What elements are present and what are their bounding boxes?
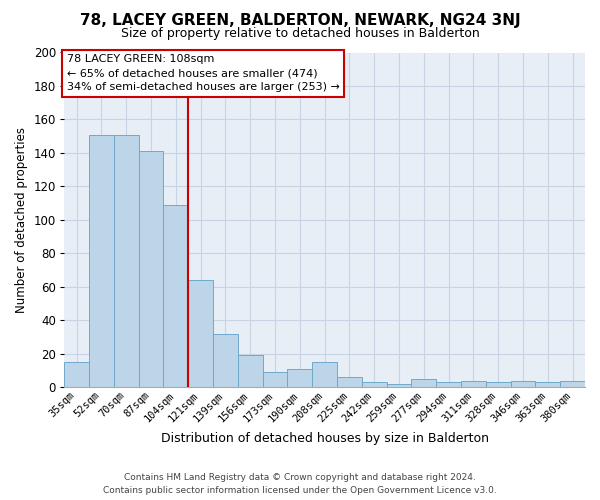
Bar	[163, 205, 188, 388]
Bar	[337, 378, 362, 388]
Bar	[213, 334, 238, 388]
Bar	[263, 372, 287, 388]
Bar	[535, 382, 560, 388]
Bar	[114, 134, 139, 388]
X-axis label: Distribution of detached houses by size in Balderton: Distribution of detached houses by size …	[161, 432, 488, 445]
Bar	[238, 356, 263, 388]
Bar	[362, 382, 386, 388]
Bar	[188, 280, 213, 388]
Text: 78 LACEY GREEN: 108sqm
← 65% of detached houses are smaller (474)
34% of semi-de: 78 LACEY GREEN: 108sqm ← 65% of detached…	[67, 54, 340, 92]
Y-axis label: Number of detached properties: Number of detached properties	[15, 127, 28, 313]
Bar	[312, 362, 337, 388]
Bar	[89, 134, 114, 388]
Text: Size of property relative to detached houses in Balderton: Size of property relative to detached ho…	[121, 28, 479, 40]
Bar	[412, 379, 436, 388]
Bar	[64, 362, 89, 388]
Bar	[436, 382, 461, 388]
Bar	[461, 380, 486, 388]
Text: 78, LACEY GREEN, BALDERTON, NEWARK, NG24 3NJ: 78, LACEY GREEN, BALDERTON, NEWARK, NG24…	[80, 12, 520, 28]
Text: Contains HM Land Registry data © Crown copyright and database right 2024.
Contai: Contains HM Land Registry data © Crown c…	[103, 473, 497, 495]
Bar	[486, 382, 511, 388]
Bar	[511, 380, 535, 388]
Bar	[287, 369, 312, 388]
Bar	[560, 380, 585, 388]
Bar	[139, 152, 163, 388]
Bar	[386, 384, 412, 388]
